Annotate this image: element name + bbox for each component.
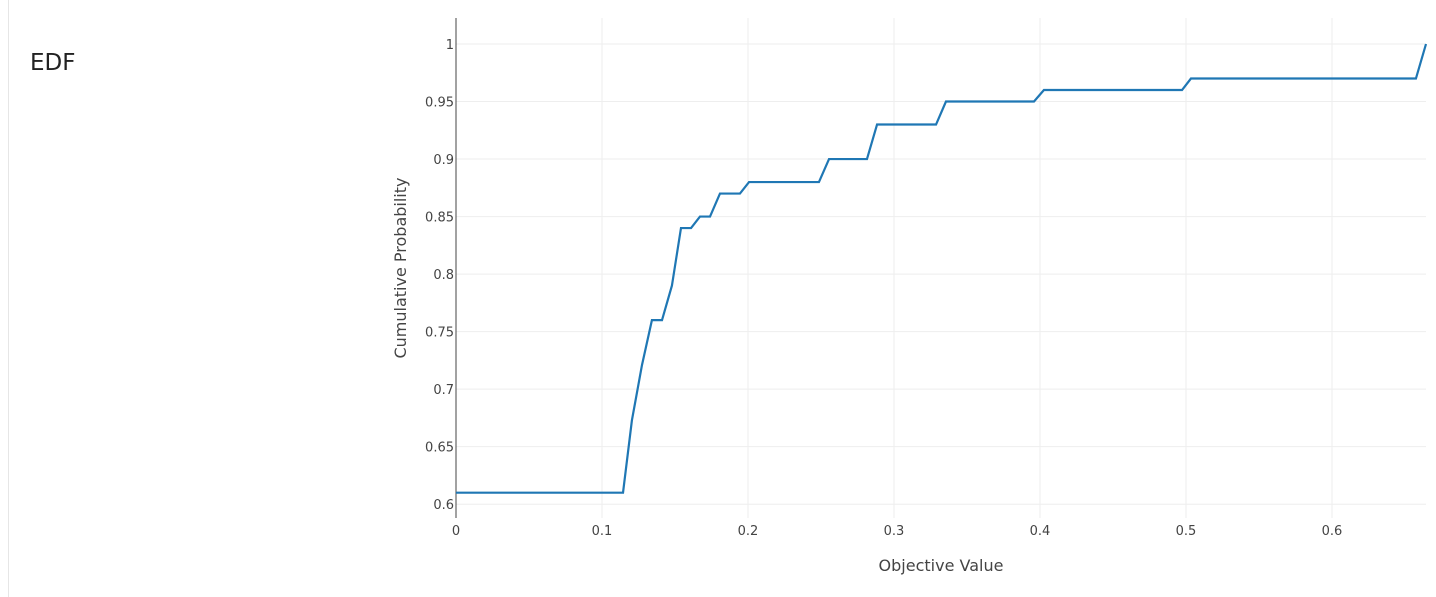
y-tick-label: 0.8 bbox=[433, 268, 454, 283]
x-tick-label: 0.5 bbox=[1176, 524, 1197, 539]
y-tick-label: 0.85 bbox=[425, 211, 454, 226]
x-tick-label: 0.1 bbox=[592, 524, 613, 539]
y-axis-title: Cumulative Probability bbox=[391, 178, 410, 359]
y-tick-label: 0.6 bbox=[433, 498, 454, 513]
y-tick-label: 0.65 bbox=[425, 441, 454, 456]
x-tick-label: 0 bbox=[452, 524, 460, 539]
x-tick-label: 0.2 bbox=[738, 524, 759, 539]
y-tick-label: 0.95 bbox=[425, 96, 454, 111]
x-tick-label: 0.6 bbox=[1322, 524, 1343, 539]
y-tick-label: 0.9 bbox=[433, 153, 454, 168]
y-tick-label: 0.75 bbox=[425, 326, 454, 341]
x-tick-label: 0.4 bbox=[1030, 524, 1051, 539]
x-tick-label: 0.3 bbox=[884, 524, 905, 539]
panel-border bbox=[8, 0, 9, 597]
x-axis-title: Objective Value bbox=[879, 556, 1004, 575]
y-tick-label: 0.7 bbox=[433, 383, 454, 398]
y-tick-label: 1 bbox=[446, 38, 454, 53]
edf-line bbox=[456, 43, 1428, 494]
chart-title: EDF bbox=[30, 50, 76, 76]
